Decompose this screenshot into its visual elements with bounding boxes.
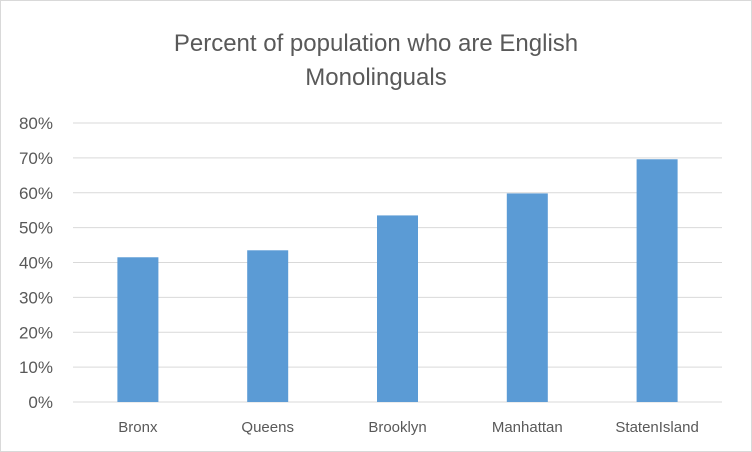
x-category-label: Queens xyxy=(241,419,294,436)
y-tick-label: 80% xyxy=(19,114,53,133)
bar-queens xyxy=(247,250,289,402)
y-tick-label: 20% xyxy=(19,323,53,342)
bar-manhattan xyxy=(506,193,548,402)
x-category-label: Bronx xyxy=(118,419,158,436)
y-tick-label: 0% xyxy=(28,393,53,412)
x-category-label: Manhattan xyxy=(492,419,563,436)
chart-title-line-1: Percent of population who are English xyxy=(173,30,579,57)
y-tick-label: 60% xyxy=(19,184,53,203)
bar-statenisland xyxy=(636,159,678,402)
bar-bronx xyxy=(117,257,159,402)
y-tick-label: 40% xyxy=(19,254,53,273)
y-axis-tick-labels: 0% 10% 20% 30% 40% 50% 60% 70% 80% xyxy=(19,114,53,412)
y-tick-label: 30% xyxy=(19,288,53,307)
bars xyxy=(117,159,678,402)
x-category-label: StatenIsland xyxy=(615,419,698,436)
x-axis-category-labels: Bronx Queens Brooklyn Manhattan StatenIsland xyxy=(118,419,698,436)
y-tick-label: 50% xyxy=(19,219,53,238)
chart-title: Percent of population who are English Mo… xyxy=(1,27,751,95)
x-category-label: Brooklyn xyxy=(368,419,426,436)
chart-title-line-2: Monolinguals xyxy=(305,64,447,91)
bar-brooklyn xyxy=(377,215,418,402)
y-tick-label: 10% xyxy=(19,358,53,377)
y-tick-label: 70% xyxy=(19,149,53,168)
